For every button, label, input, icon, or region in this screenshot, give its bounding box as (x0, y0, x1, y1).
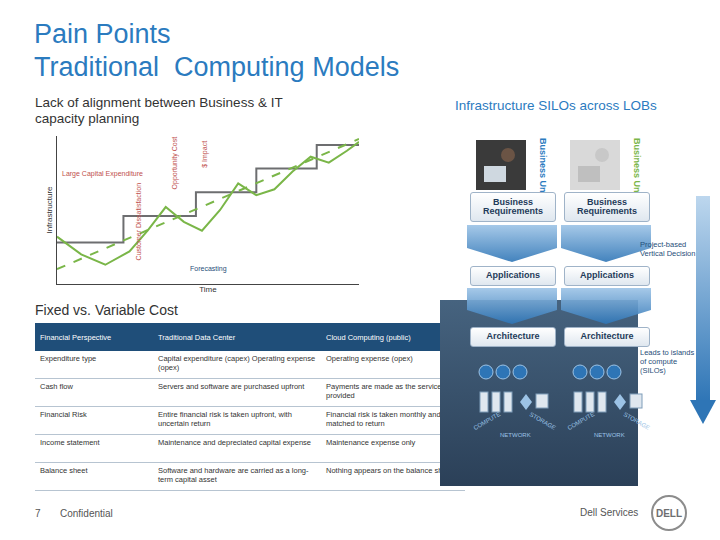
html-text:Architecture: Architecture (580, 331, 634, 342)
html-text:Business Requirements: Business Requirements (577, 196, 637, 216)
html-text:Financial Risk: Financial Risk (40, 410, 87, 419)
html-text:DELL: DELL (655, 507, 682, 519)
svg-text:$ Impact: $ Impact (201, 141, 209, 168)
html-text:Leads to islands of compute (S: Leads to islands of compute (SILOs) (640, 348, 695, 375)
html-text:Nothing appears on the balance: Nothing appears on the balance sheet (326, 466, 453, 475)
html-text:Maintenance and depreciated ca: Maintenance and depreciated capital expe… (158, 438, 311, 447)
html-text:Cloud Computing (public): Cloud Computing (public) (326, 332, 411, 342)
html-text:Entire financial risk is taken: Entire financial risk is taken upfront, … (158, 410, 292, 428)
html-text:Balance sheet: Balance sheet (40, 466, 88, 475)
html-text:Business Unit: Business Unit (538, 138, 548, 198)
svg-text:Opportunity Cost: Opportunity Cost (171, 137, 179, 190)
html-text:STORAGE: STORAGE (622, 411, 651, 431)
html-text:Lack of alignment between Busi: Lack of alignment between Business & IT … (35, 95, 283, 126)
svg-text:Infrastructure: Infrastructure (45, 186, 54, 234)
html-text:Confidential: Confidential (60, 508, 113, 519)
html-text:Financial Perspective: Financial Perspective (40, 332, 112, 342)
html-text:Infrastructure SILOs across LO: Infrastructure SILOs across LOBs (455, 98, 657, 113)
html-text:Software and hardware are carr: Software and hardware are carried as a l… (158, 466, 309, 484)
html-text:Maintenance expense only: Maintenance expense only (326, 438, 416, 447)
html-text:COMPUTE: COMPUTE (472, 410, 502, 432)
svg-text:Forecasting: Forecasting (190, 265, 227, 273)
html-text:Cash flow: Cash flow (40, 382, 73, 391)
html-text:Business Unit: Business Unit (632, 138, 642, 198)
html-text:Expenditure type: Expenditure type (40, 354, 97, 363)
html-text:7: 7 (35, 508, 41, 519)
html-text:Dell Services: Dell Services (580, 507, 639, 518)
svg-text:Time: Time (199, 285, 217, 294)
html-text:Fixed vs. Variable Cost: Fixed vs. Variable Cost (35, 302, 178, 318)
html-text:Operating expense (opex): Operating expense (opex) (326, 354, 413, 363)
html-text:NETWORK: NETWORK (594, 432, 625, 438)
html-text:STORAGE: STORAGE (528, 411, 557, 431)
html-text:Business Requirements: Business Requirements (483, 196, 543, 216)
html-text:Traditional Data Center: Traditional Data Center (158, 332, 236, 342)
html-text:Payments are made as the servi: Payments are made as the service is prov… (326, 382, 449, 400)
html-text:Capital expenditure (capex) Op: Capital expenditure (capex) Operating ex… (158, 354, 316, 372)
html-text:Architecture: Architecture (486, 331, 540, 342)
html-text:Income statement: Income statement (40, 438, 100, 447)
html-text:Project-based Vertical Decisio: Project-based Vertical Decision (640, 240, 696, 258)
html-text:Applications: Applications (580, 270, 634, 281)
svg-text:Large Capital Expenditure: Large Capital Expenditure (62, 170, 143, 178)
html-text:Servers and software are purch: Servers and software are purchased upfro… (158, 382, 305, 391)
html-text:Financial risk is taken monthl: Financial risk is taken monthly and is m… (326, 410, 449, 428)
html-text:COMPUTE: COMPUTE (566, 410, 596, 432)
html-text:Applications: Applications (486, 270, 540, 281)
html-text:NETWORK: NETWORK (500, 432, 531, 438)
html-text:Traditional Computing Models: Traditional Computing Models (34, 52, 400, 82)
svg-text:Customer Dissatisfaction: Customer Dissatisfaction (135, 183, 142, 261)
html-text:Pain Points: Pain Points (34, 19, 171, 49)
